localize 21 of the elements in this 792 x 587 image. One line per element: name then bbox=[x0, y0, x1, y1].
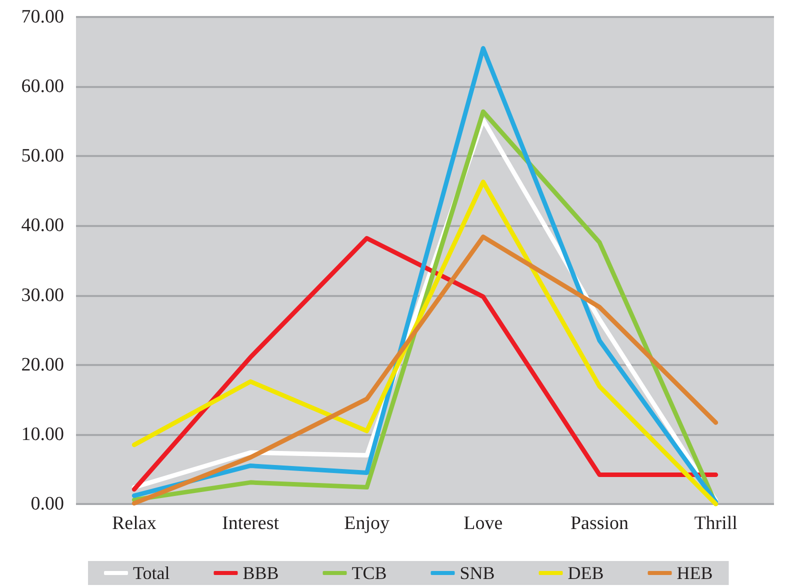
y-tick-label: 30.00 bbox=[21, 284, 64, 306]
x-tick-label: Interest bbox=[222, 513, 280, 534]
legend-label: HEB bbox=[676, 563, 713, 583]
y-tick-label: 10.00 bbox=[21, 424, 64, 445]
legend-label: SNB bbox=[460, 563, 495, 583]
y-tick-label: 60.00 bbox=[21, 76, 64, 98]
legend-label: TCB bbox=[352, 563, 387, 583]
x-tick-label: Thrill bbox=[694, 513, 738, 534]
x-tick-label: Relax bbox=[112, 513, 157, 534]
x-tick-label: Love bbox=[464, 513, 503, 534]
y-tick-label: 0.00 bbox=[30, 494, 64, 514]
legend-label: Total bbox=[133, 563, 170, 583]
y-tick-label: 50.00 bbox=[21, 146, 64, 167]
line-series bbox=[132, 180, 718, 506]
x-tick-label: Enjoy bbox=[344, 513, 390, 534]
legend-label: DEB bbox=[568, 563, 604, 583]
y-tick-label: 40.00 bbox=[21, 215, 64, 236]
y-tick-label: 20.00 bbox=[21, 354, 64, 376]
x-tick-label: Passion bbox=[570, 513, 630, 534]
y-tick-label: 70.00 bbox=[21, 6, 64, 28]
legend-label: BBB bbox=[242, 563, 279, 583]
